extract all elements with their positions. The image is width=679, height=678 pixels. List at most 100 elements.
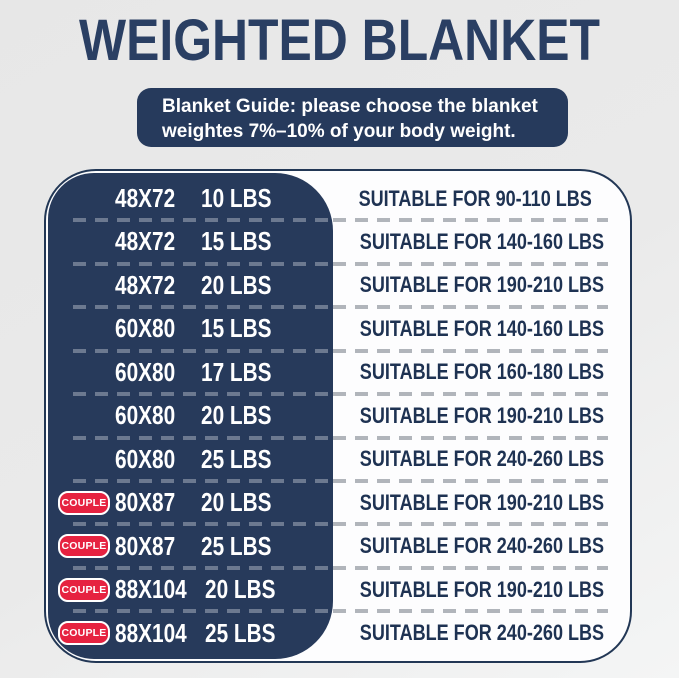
table-row: COUPLE 80X87 25 LBS SUITABLE FOR 240-260 LB… — [46, 526, 630, 565]
table-row: COUPLE 80X87 20 LBS SUITABLE FOR 190-210 LB… — [46, 483, 630, 522]
row-divider-dashes-left — [73, 392, 333, 397]
couple-badge: COUPLE — [58, 577, 110, 602]
row-divider-dashes-left — [73, 609, 333, 614]
row-divider-dashes-left — [73, 435, 333, 440]
blanket-size: 88X104 — [115, 617, 187, 648]
row-divider — [73, 478, 608, 483]
row-suitable-cell: SUITABLE FOR 140-160 LBS — [333, 229, 643, 255]
couple-badge: COUPLE — [58, 621, 110, 646]
banner-line-1: Blanket Guide: please choose the blanket — [162, 95, 538, 117]
table-row: 48X72 10 LBS SUITABLE FOR 90-110 LBS — [46, 179, 630, 218]
suitable-range: SUITABLE FOR 240-260 LBS — [359, 533, 605, 559]
row-divider — [73, 261, 608, 266]
suitable-range: SUITABLE FOR 240-260 LBS — [359, 620, 605, 646]
suitable-range: SUITABLE FOR 190-210 LBS — [359, 576, 605, 602]
row-suitable-cell: SUITABLE FOR 140-160 LBS — [333, 316, 643, 342]
row-divider-dashes-left — [73, 218, 333, 223]
row-divider — [73, 565, 608, 570]
banner-line-2: weightes 7%–10% of your body weight. — [162, 120, 516, 142]
row-divider — [73, 305, 608, 310]
blanket-weight: 25 LBS — [204, 617, 276, 648]
suitable-range: SUITABLE FOR 240-260 LBS — [359, 446, 605, 472]
row-divider-dashes-left — [73, 565, 333, 570]
suitable-range: SUITABLE FOR 190-210 LBS — [359, 489, 605, 515]
row-suitable-cell: SUITABLE FOR 240-260 LBS — [333, 533, 643, 559]
blanket-size: 48X72 — [115, 226, 176, 257]
blanket-size: 60X80 — [115, 443, 176, 474]
row-divider-dashes-right — [333, 218, 608, 223]
blanket-weight: 17 LBS — [201, 356, 272, 387]
row-divider-dashes-left — [73, 305, 333, 310]
suitable-range: SUITABLE FOR 160-180 LBS — [359, 359, 605, 385]
table-row: 60X80 15 LBS SUITABLE FOR 140-160 LBS — [46, 309, 630, 348]
row-divider-dashes-right — [333, 261, 608, 266]
blanket-size: 88X104 — [115, 574, 187, 605]
row-size-cell: COUPLE 88X104 20 LBS — [46, 574, 333, 605]
row-divider-dashes-left — [73, 348, 333, 353]
row-divider-dashes-left — [73, 478, 333, 483]
row-divider — [73, 218, 608, 223]
row-size-cell: 48X72 20 LBS — [46, 270, 333, 301]
row-size-cell: 60X80 20 LBS — [46, 400, 333, 431]
row-size-cell: 60X80 17 LBS — [46, 357, 333, 388]
row-size-cell: 60X80 25 LBS — [46, 444, 333, 475]
blanket-weight: 20 LBS — [201, 269, 272, 300]
row-divider — [73, 522, 608, 527]
table-row: 60X80 25 LBS SUITABLE FOR 240-260 LBS — [46, 440, 630, 479]
couple-badge-slot: COUPLE — [58, 577, 115, 602]
blanket-size: 80X87 — [115, 487, 176, 518]
blanket-weight: 20 LBS — [201, 487, 272, 518]
blanket-size: 48X72 — [115, 269, 176, 300]
table-row: 48X72 20 LBS SUITABLE FOR 190-210 LBS — [46, 266, 630, 305]
row-divider-dashes-right — [333, 348, 608, 353]
table-row: 60X80 17 LBS SUITABLE FOR 160-180 LBS — [46, 353, 630, 392]
blanket-weight: 25 LBS — [201, 530, 272, 561]
row-size-cell: 48X72 15 LBS — [46, 226, 333, 257]
row-divider — [73, 392, 608, 397]
table-row: 48X72 15 LBS SUITABLE FOR 140-160 LBS — [46, 222, 630, 261]
row-suitable-cell: SUITABLE FOR 190-210 LBS — [333, 490, 643, 516]
blanket-weight: 15 LBS — [201, 313, 272, 344]
blanket-size: 60X80 — [115, 313, 176, 344]
row-size-cell: COUPLE 80X87 25 LBS — [46, 531, 333, 562]
row-size-cell: 60X80 15 LBS — [46, 313, 333, 344]
row-divider-dashes-right — [333, 609, 608, 614]
suitable-range: SUITABLE FOR 140-160 LBS — [359, 228, 605, 254]
blanket-weight: 25 LBS — [201, 443, 272, 474]
row-size-cell: COUPLE 88X104 25 LBS — [46, 618, 333, 649]
row-divider — [73, 609, 608, 614]
suitable-range: SUITABLE FOR 190-210 LBS — [359, 272, 605, 298]
blanket-size: 48X72 — [115, 183, 176, 214]
blanket-weight: 20 LBS — [201, 400, 272, 431]
row-divider-dashes-right — [333, 478, 608, 483]
suitable-range: SUITABLE FOR 140-160 LBS — [359, 315, 605, 341]
row-divider-dashes-left — [73, 261, 333, 266]
table-row: 60X80 20 LBS SUITABLE FOR 190-210 LBS — [46, 396, 630, 435]
couple-badge: COUPLE — [58, 490, 110, 515]
row-divider-dashes-right — [333, 435, 608, 440]
row-suitable-cell: SUITABLE FOR 240-260 LBS — [333, 620, 643, 646]
row-suitable-cell: SUITABLE FOR 190-210 LBS — [333, 577, 643, 603]
row-divider-dashes-right — [333, 522, 608, 527]
couple-badge-slot: COUPLE — [58, 490, 115, 515]
blanket-weight: 20 LBS — [204, 574, 276, 605]
suitable-range: SUITABLE FOR 190-210 LBS — [359, 402, 605, 428]
row-suitable-cell: SUITABLE FOR 160-180 LBS — [333, 359, 643, 385]
page-title: WEIGHTED BLANKET — [79, 8, 600, 73]
blanket-guide-banner: Blanket Guide: please choose the blanket… — [137, 87, 568, 147]
row-divider — [73, 348, 608, 353]
blanket-size: 60X80 — [115, 356, 176, 387]
size-guide-card: 48X72 10 LBS SUITABLE FOR 90-110 LBS 48X72 1… — [44, 168, 632, 663]
row-suitable-cell: SUITABLE FOR 190-210 LBS — [333, 272, 643, 298]
table-row: COUPLE 88X104 25 LBS SUITABLE FOR 240-260 L… — [46, 613, 630, 652]
couple-badge: COUPLE — [58, 534, 110, 559]
row-suitable-cell: SUITABLE FOR 90-110 LBS — [333, 186, 630, 212]
blanket-size: 60X80 — [115, 400, 176, 431]
row-size-cell: COUPLE 80X87 20 LBS — [46, 487, 333, 518]
suitable-range: SUITABLE FOR 90-110 LBS — [358, 185, 593, 211]
row-suitable-cell: SUITABLE FOR 240-260 LBS — [333, 446, 643, 472]
blanket-weight: 15 LBS — [201, 226, 272, 257]
row-divider-dashes-right — [333, 565, 608, 570]
row-divider-dashes-right — [333, 305, 608, 310]
row-divider — [73, 435, 608, 440]
